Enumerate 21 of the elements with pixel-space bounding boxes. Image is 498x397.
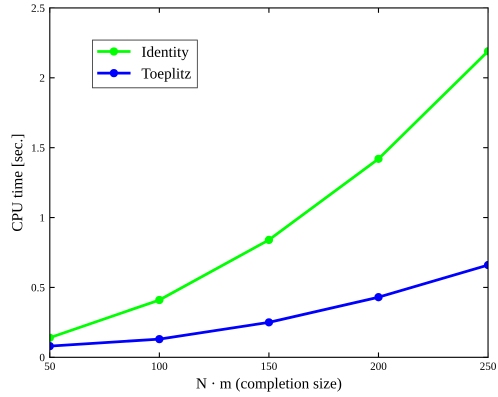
point xyxy=(374,293,383,302)
x-axis-title: N · m (completion size) xyxy=(196,378,342,392)
x-tick-label: 150 xyxy=(262,362,277,370)
point xyxy=(264,318,274,327)
x-tick-label: 100 xyxy=(152,362,168,370)
point xyxy=(155,334,164,344)
y-axis-title: CPU time [sec.] xyxy=(12,134,24,231)
x-tick-label: 50 xyxy=(44,362,55,370)
y-tick-label: 0 xyxy=(40,354,45,362)
point xyxy=(155,296,164,304)
y-tick-label: 0.5 xyxy=(31,284,45,292)
y-tick-label: 2.5 xyxy=(32,4,45,12)
legend-label: Toeplitz xyxy=(142,68,191,82)
x-tick-label: 200 xyxy=(370,362,386,370)
point xyxy=(374,154,383,164)
y-tick-label: 1.5 xyxy=(32,144,45,152)
legend-label: Identity xyxy=(142,46,189,60)
x-tick-label: 250 xyxy=(480,362,496,370)
y-tick-label: 1 xyxy=(40,214,44,222)
y-tick-label: 2 xyxy=(40,74,44,82)
point xyxy=(264,236,274,244)
